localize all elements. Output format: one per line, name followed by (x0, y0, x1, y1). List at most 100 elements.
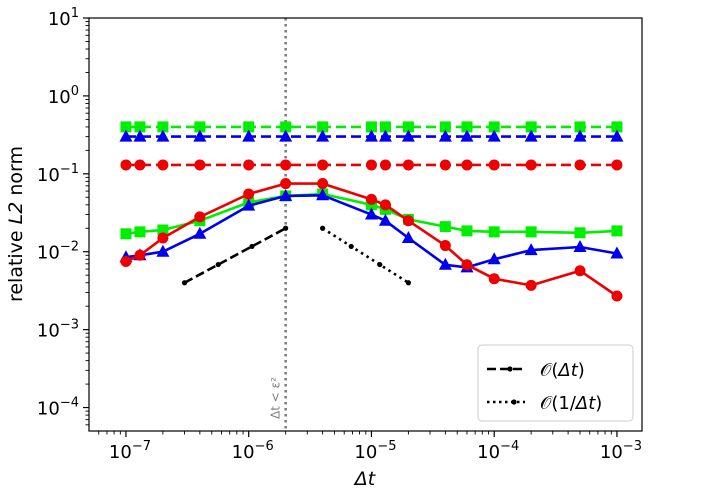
series-0-point (488, 121, 500, 133)
series-3-point (488, 226, 500, 238)
series-0-point (611, 121, 623, 133)
series-3-point (157, 224, 169, 236)
series-4-point (438, 257, 452, 270)
series-2-point (194, 159, 206, 171)
series-5-point (488, 273, 500, 285)
series-5-point (157, 232, 169, 244)
series-1-point (193, 129, 207, 142)
series-0-point (365, 121, 377, 133)
legend: 𝒪(Δt) 𝒪(1/Δt) (477, 344, 634, 422)
x-axis-label: Δt (353, 468, 377, 490)
series-5-point (525, 279, 537, 291)
series-0-point (525, 121, 537, 133)
series-2-point (157, 159, 169, 171)
series-5-point (439, 240, 451, 252)
series-5-point (402, 215, 414, 227)
series-5-point (120, 255, 132, 267)
series-5-point (611, 290, 623, 302)
series-3-point (120, 228, 132, 240)
reference-line-1-marker (348, 243, 354, 250)
series-2-point (611, 159, 623, 171)
reference-line-0-stroke (183, 227, 287, 284)
series-5 (120, 178, 623, 302)
series-4-point (573, 239, 587, 252)
series-3-point (611, 225, 623, 237)
series-1-point (401, 129, 415, 142)
series-5-point (574, 265, 586, 277)
series-4-point (156, 244, 170, 257)
series-3-point (461, 225, 473, 237)
threshold-label: Δt < ε² (269, 377, 283, 419)
y-tick-label-3: 10−1 (37, 162, 79, 186)
legend-dotted-marker (511, 399, 517, 405)
reference-line-0-marker (283, 225, 289, 231)
series-5-point (243, 188, 255, 200)
series-1-point (133, 129, 147, 142)
series-0-point (379, 121, 391, 133)
series-2-point (439, 159, 451, 171)
legend-label-linear-var: Δt (556, 360, 578, 381)
reference-line-0-marker (215, 261, 221, 268)
x-tick-label-3: 10−4 (477, 439, 519, 463)
series-3-point (439, 221, 451, 233)
reference-line-0-marker (181, 280, 188, 286)
y-axis-label-variable: L2 (5, 202, 27, 225)
series-2-point (574, 159, 586, 171)
series-1-point (279, 129, 293, 142)
series-5-point (317, 178, 329, 190)
series-5-line (125, 182, 618, 298)
series-2-point (365, 159, 377, 171)
reference-line-1-marker (377, 261, 383, 268)
series-1-point (242, 129, 256, 142)
series-0-point (317, 121, 329, 133)
series-0-point (461, 121, 473, 133)
y-tick-label-0: 10−4 (37, 396, 79, 420)
series-1-point (378, 129, 392, 142)
series-5-point (280, 178, 292, 190)
x-tick-label-0: 10−7 (109, 439, 151, 463)
series-2-point (379, 159, 391, 171)
series-4-line (125, 194, 618, 269)
y-tick-label-1: 10−3 (37, 318, 79, 342)
series-5-point (365, 193, 377, 205)
reference-slopes-layer (181, 225, 411, 286)
legend-box (477, 344, 634, 422)
series-0-point (402, 121, 414, 133)
series-1-point (316, 129, 330, 142)
series-1-point (364, 129, 378, 142)
series-4-point (364, 207, 378, 220)
stability-threshold-layer: Δt < ε² (269, 18, 287, 431)
legend-label-inverse-pre: 𝒪(1/ (540, 393, 577, 414)
legend-label-inverse-var: Δt (574, 393, 596, 414)
series-2-point (280, 159, 292, 171)
series-1-point (573, 129, 587, 142)
series-0-point (120, 121, 132, 133)
series-layer (119, 121, 624, 302)
series-2 (120, 159, 623, 171)
series-4-point (487, 252, 501, 265)
series-3-point (134, 226, 146, 238)
legend-label-inverse-post: ) (595, 393, 602, 414)
series-2-point (525, 159, 537, 171)
series-5-point (194, 211, 206, 223)
y-tick-label-4: 100 (48, 84, 79, 108)
series-2-point (134, 159, 146, 171)
y-tick-label-5: 101 (48, 6, 79, 30)
series-5-point (461, 259, 473, 271)
x-tick-label-2: 10−5 (354, 439, 396, 463)
legend-label-linear-pre: 𝒪( (540, 360, 558, 381)
series-2-point (317, 159, 329, 171)
series-1-point (156, 129, 170, 142)
series-3-point (574, 227, 586, 239)
series-4-point (193, 226, 207, 239)
reference-line-1 (320, 225, 411, 286)
series-4-point (279, 188, 293, 201)
series-0-point (157, 121, 169, 133)
reference-line-1-marker (320, 225, 326, 231)
series-0-point (243, 121, 255, 133)
series-1-point (524, 129, 538, 142)
series-4-point (610, 246, 624, 259)
series-0-point (439, 121, 451, 133)
series-0-point (280, 121, 292, 133)
